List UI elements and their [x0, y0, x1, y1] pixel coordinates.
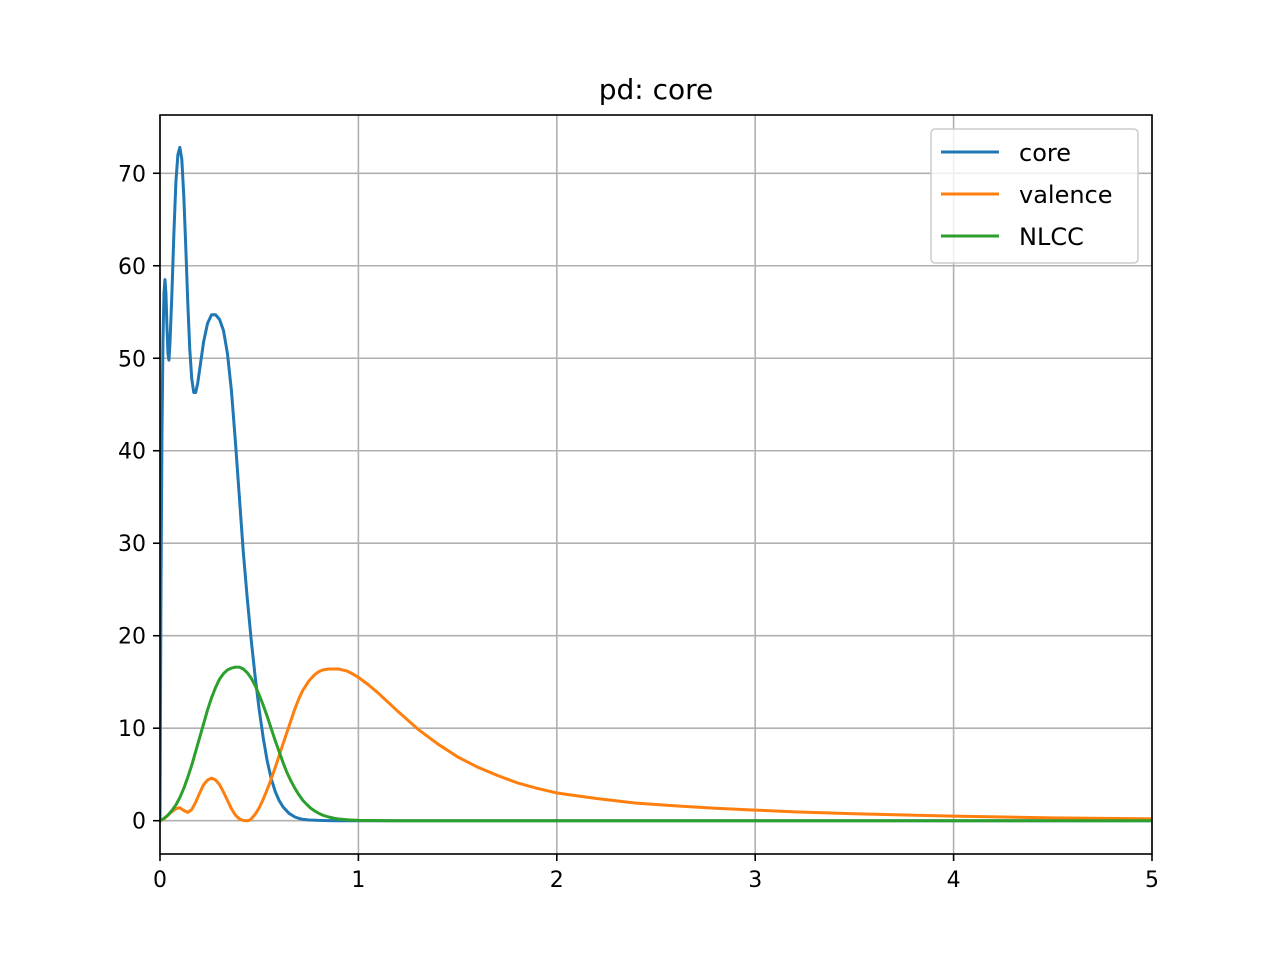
legend-frame [930, 128, 1139, 264]
legend-label-valence: valence [1019, 181, 1113, 209]
grid-lines [159, 115, 1153, 854]
y-tick-label: 30 [118, 532, 146, 557]
x-tick-label: 2 [550, 868, 564, 893]
y-tick-label: 0 [132, 810, 146, 835]
legend-label-core: core [1019, 139, 1071, 167]
series-line-nlcc [160, 665, 1152, 823]
legend: core valence NLCC [930, 128, 1139, 264]
y-tick-label: 70 [118, 162, 146, 187]
chart-title: pd: core [599, 73, 714, 106]
legend-label-nlcc: NLCC [1019, 223, 1084, 251]
x-tick-label: 0 [153, 868, 167, 893]
x-tick-label: 4 [947, 868, 961, 893]
y-tick-label: 60 [118, 255, 146, 280]
plot-frame [159, 114, 1153, 855]
y-tick-label: 50 [118, 347, 146, 372]
series-line-valence [160, 667, 1152, 823]
x-tick-label: 1 [351, 868, 365, 893]
y-tick-label: 40 [118, 440, 146, 465]
x-tick-label: 5 [1145, 868, 1159, 893]
series-lines [160, 145, 1152, 823]
series-line-core [160, 145, 1152, 823]
y-tick-label: 20 [118, 625, 146, 650]
x-tick-label: 3 [748, 868, 762, 893]
y-tick-label: 10 [118, 717, 146, 742]
